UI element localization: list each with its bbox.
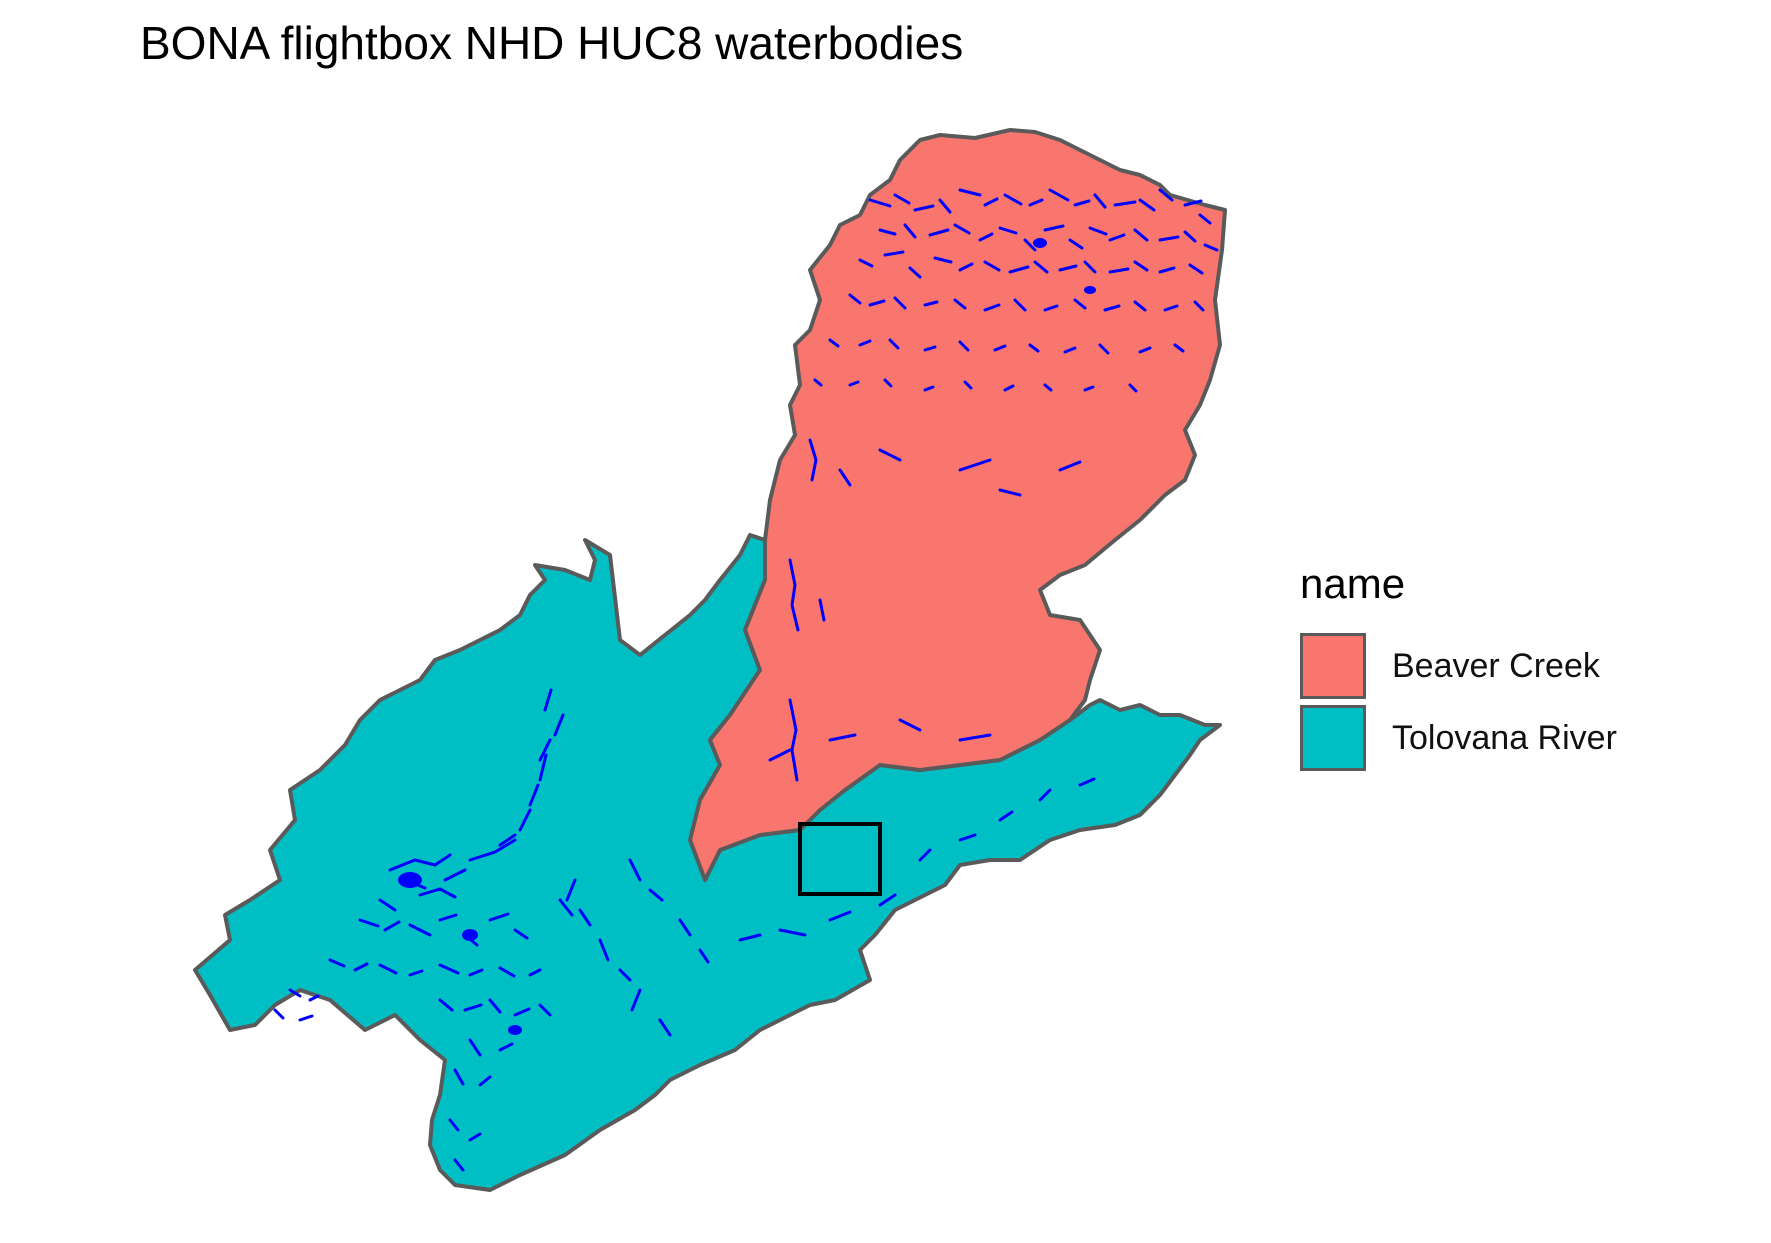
beaver-creek-polygon: [688, 128, 1227, 882]
legend-label-tolovana-river: Tolovana River: [1392, 718, 1617, 757]
legend-key-beaver-creek: [1300, 633, 1366, 699]
legend-title: name: [1300, 560, 1406, 607]
legend: name Beaver Creek Tolovana River: [1300, 560, 1617, 774]
waterbodies-layer: [273, 188, 1219, 1172]
legend-item-beaver-creek: Beaver Creek: [1300, 630, 1617, 702]
flightbox-rectangle: [798, 822, 882, 896]
legend-label-beaver-creek: Beaver Creek: [1392, 646, 1600, 685]
legend-item-tolovana-river: Tolovana River: [1300, 702, 1617, 774]
legend-key-tolovana-river: [1300, 705, 1366, 771]
map-title: BONA flightbox NHD HUC8 waterbodies: [140, 17, 964, 69]
